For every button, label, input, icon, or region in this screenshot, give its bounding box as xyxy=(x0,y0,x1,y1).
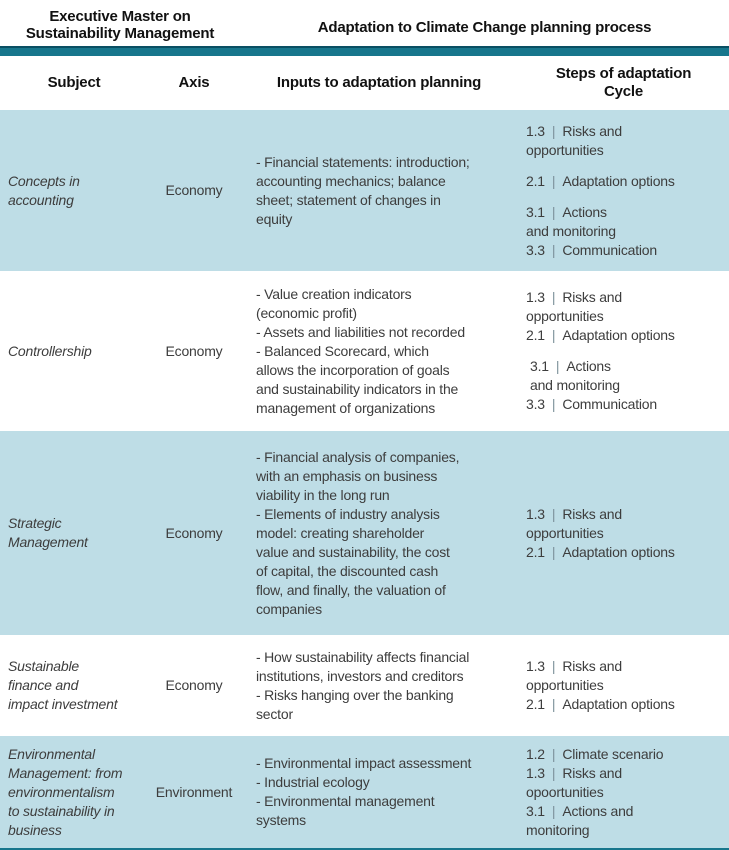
step-separator: | xyxy=(551,327,556,343)
step-number: 1.3 xyxy=(526,505,545,522)
inputs-cell: - Value creation indicators (economic pr… xyxy=(256,285,465,416)
table-top-header: Executive Master on Sustainability Manag… xyxy=(0,0,729,46)
table-row: Concepts in accounting Economy - Financi… xyxy=(0,110,729,271)
subject-cell: Strategic Management xyxy=(8,515,88,550)
steps-cell: 1.3 | Risks and opportunities 2.1 | Adaptati… xyxy=(518,635,729,736)
step-number: 3.3 xyxy=(526,396,545,412)
step-separator: | xyxy=(551,658,556,674)
axis-cell: Environment xyxy=(155,783,233,800)
step-label: Adaptation options xyxy=(562,696,675,712)
step-label: Risks and opportunities xyxy=(526,505,622,541)
step-separator: | xyxy=(551,696,556,712)
step-label: Risks and opoortunities xyxy=(526,764,622,800)
step-separator: | xyxy=(551,396,556,412)
step-number: 1.3 xyxy=(526,658,545,674)
step-separator: | xyxy=(551,543,556,560)
step-label: Climate scenario xyxy=(562,745,664,762)
step-number: 1.2 xyxy=(526,745,545,762)
step-number: 1.3 xyxy=(526,764,545,781)
step-number: 2.1 xyxy=(526,172,545,189)
table-row: Environmental Management: from environme… xyxy=(0,736,729,848)
step-separator: | xyxy=(551,802,556,819)
step-label: Actions and monitoring xyxy=(526,802,634,838)
bottom-teal-rule xyxy=(0,848,729,850)
subject-cell: Sustainable finance and impact investmen… xyxy=(8,658,118,712)
step-number: 3.1 xyxy=(526,802,545,819)
step-number: 1.3 xyxy=(526,289,545,305)
process-title: Adaptation to Climate Change planning pr… xyxy=(317,18,652,36)
column-header-steps: Steps of adaptation Cycle xyxy=(555,65,692,100)
adaptation-step: 2.1 | Adaptation options xyxy=(526,543,727,562)
step-separator: | xyxy=(551,122,556,139)
step-label: Actions and monitoring xyxy=(526,203,616,239)
teal-divider xyxy=(0,46,729,56)
adaptation-step: 1.3 | Risks and opoortunities xyxy=(526,764,727,802)
adaptation-step: 1.3 | Risks and opportunities xyxy=(526,288,727,326)
step-separator: | xyxy=(551,505,556,522)
step-number: 2.1 xyxy=(526,543,545,560)
inputs-cell: - How sustainability affects financial i… xyxy=(256,648,470,722)
step-separator: | xyxy=(551,241,556,258)
step-separator: | xyxy=(551,172,556,189)
adaptation-step: 3.3 | Communication xyxy=(526,241,727,260)
step-separator: | xyxy=(551,203,556,220)
step-number: 2.1 xyxy=(526,696,545,712)
step-number: 3.1 xyxy=(530,358,549,374)
step-number: 2.1 xyxy=(526,327,545,343)
table-row: Strategic Management Economy - Financial… xyxy=(0,431,729,635)
adaptation-step: 3.1 | Actions and monitoring xyxy=(526,203,727,241)
step-label: Communication xyxy=(562,396,657,412)
inputs-cell: - Environmental impact assessment - Indu… xyxy=(256,755,472,828)
adaptation-step: 2.1 | Adaptation options xyxy=(526,326,727,345)
step-label: Adaptation options xyxy=(562,543,675,560)
column-header-row: Subject Axis Inputs to adaptation planni… xyxy=(0,56,729,110)
step-number: 1.3 xyxy=(526,122,545,139)
step-separator: | xyxy=(551,745,556,762)
steps-cell: 1.3 | Risks and opportunities 2.1 | Adaptati… xyxy=(518,431,729,635)
column-header-inputs: Inputs to adaptation planning xyxy=(276,74,482,91)
adaptation-step: 1.3 | Risks and opportunities xyxy=(526,505,727,543)
step-separator: | xyxy=(555,358,560,374)
program-title: Executive Master on Sustainability Manag… xyxy=(25,8,215,42)
step-label: Communication xyxy=(562,241,657,258)
axis-cell: Economy xyxy=(165,342,223,359)
inputs-cell: - Financial statements: introduction; ac… xyxy=(256,153,470,227)
axis-cell: Economy xyxy=(165,182,223,198)
step-label: Adaptation options xyxy=(562,172,675,189)
step-number: 3.1 xyxy=(526,203,545,220)
subject-cell: Environmental Management: from environme… xyxy=(8,745,123,838)
step-label: Risks and opportunities xyxy=(526,122,622,158)
adaptation-step: 3.1 | Actions and monitoring xyxy=(526,802,727,840)
steps-cell: 1.2 | Climate scenario 1.3 | Risks and opoor… xyxy=(518,736,729,848)
step-separator: | xyxy=(551,289,556,305)
adaptation-step: 1.3 | Risks and opportunities xyxy=(526,122,727,160)
adaptation-step: 2.1 | Adaptation options xyxy=(526,172,727,191)
steps-cell: 1.3 | Risks and opportunities 2.1 | Adaptati… xyxy=(518,110,729,271)
column-header-axis: Axis xyxy=(178,74,210,91)
step-separator: | xyxy=(551,764,556,781)
step-label: Risks and opportunities xyxy=(526,658,622,693)
step-number: 3.3 xyxy=(526,241,545,258)
adaptation-step: 1.3 | Risks and opportunities xyxy=(526,657,727,695)
table-row: Sustainable finance and impact investmen… xyxy=(0,635,729,736)
adaptation-step: 1.2 | Climate scenario xyxy=(526,745,727,764)
steps-cell: 1.3 | Risks and opportunities 2.1 | Adaptati… xyxy=(518,271,729,431)
table-row: Controllership Economy - Value creation … xyxy=(0,271,729,431)
subject-cell: Concepts in accounting xyxy=(8,172,80,208)
adaptation-step: 3.3 | Communication xyxy=(526,395,727,414)
adaptation-step: 3.1 | Actions and monitoring xyxy=(526,357,727,395)
step-label: Risks and opportunities xyxy=(526,289,622,324)
axis-cell: Economy xyxy=(165,524,223,541)
subject-cell: Controllership xyxy=(8,342,92,359)
adaptation-step: 2.1 | Adaptation options xyxy=(526,695,727,714)
axis-cell: Economy xyxy=(165,677,223,693)
column-header-subject: Subject xyxy=(47,74,101,91)
step-label: Adaptation options xyxy=(562,327,675,343)
inputs-cell: - Financial analysis of companies, with … xyxy=(256,448,460,617)
step-label: Actions and monitoring xyxy=(530,358,620,393)
